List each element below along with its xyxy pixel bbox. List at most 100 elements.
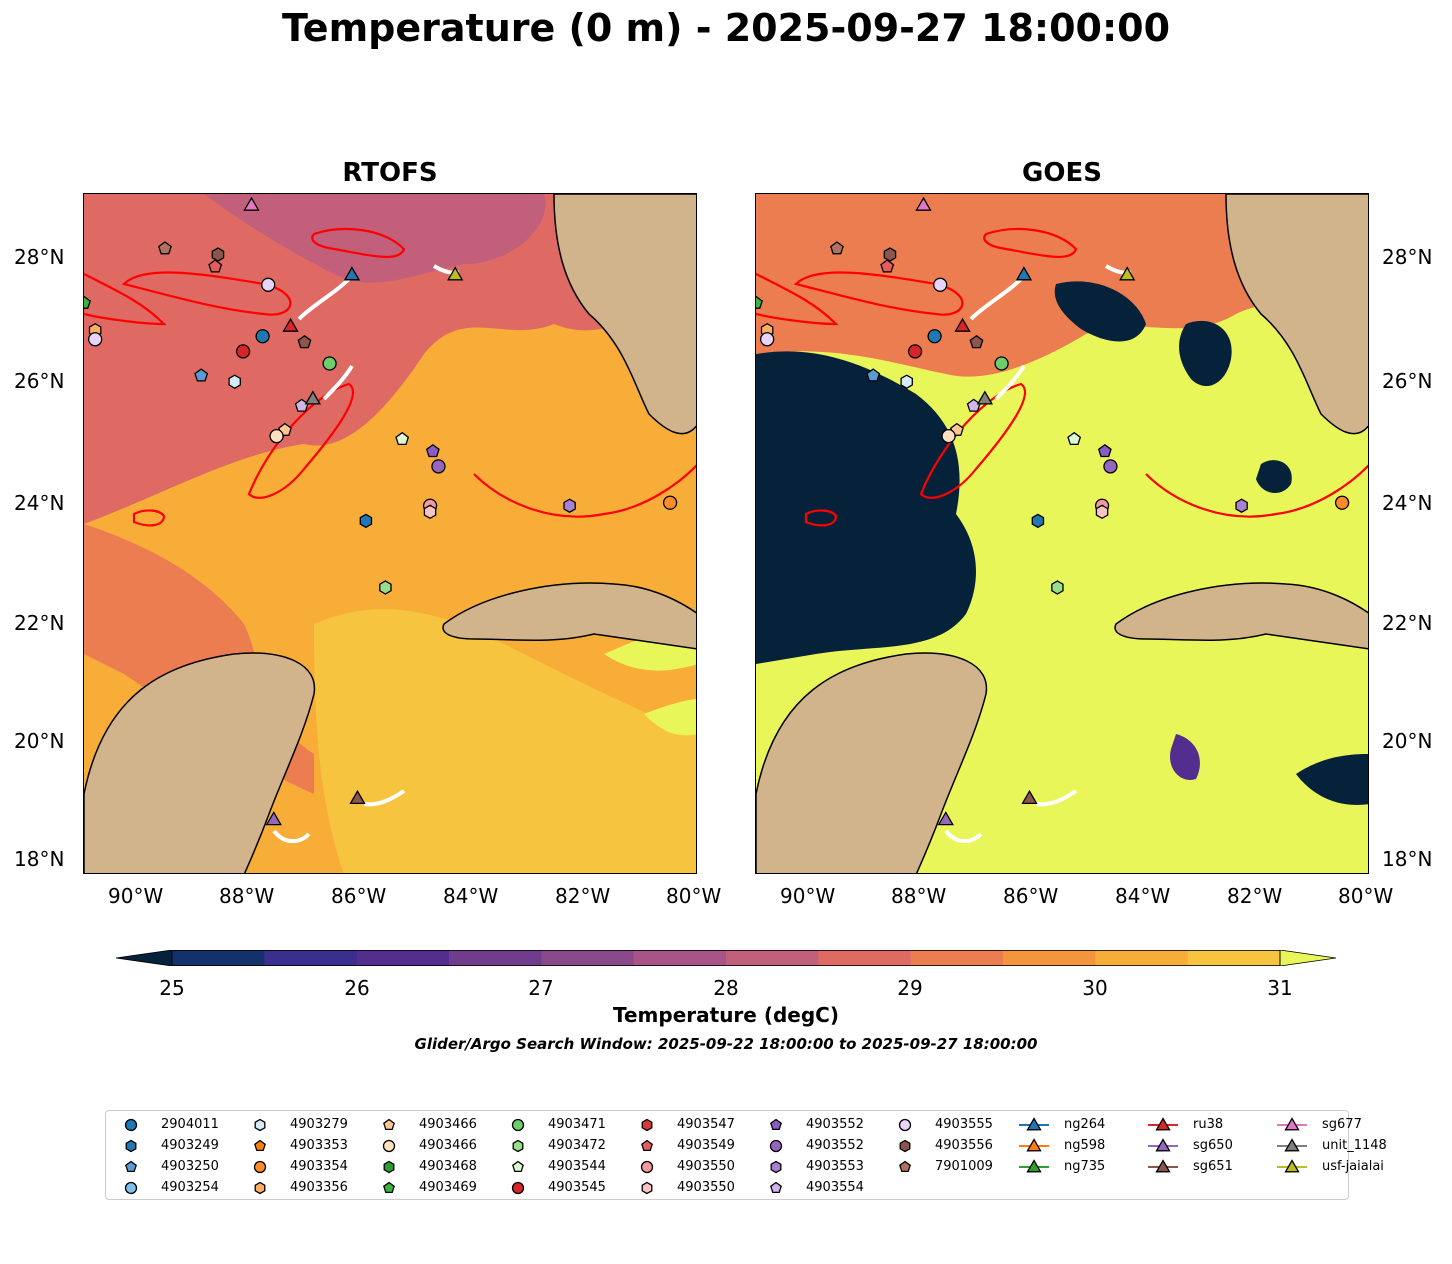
land-yucatan: [84, 652, 316, 873]
contour-2: [983, 227, 1078, 259]
legend-marker: [125, 1139, 137, 1153]
legend-swatch: [1277, 1138, 1307, 1152]
map-marker-4903472: [1051, 580, 1064, 595]
legend-label: 7901009: [935, 1159, 993, 1174]
y-tick-label: 28°N: [1382, 245, 1433, 269]
legend-label: 4903556: [935, 1138, 993, 1153]
legend-label: 4903356: [290, 1180, 348, 1195]
legend-label: 4903547: [677, 1117, 735, 1132]
map-marker-4903544: [1067, 431, 1082, 446]
legend-swatch: [382, 1139, 396, 1153]
x-tick-label: 90°W: [780, 884, 836, 908]
map-marker-sg650: [265, 811, 282, 826]
legend-swatch: [899, 1160, 911, 1173]
cold-cloud-mask-west: [756, 351, 976, 664]
colorbar-tick-label: 29: [897, 976, 923, 1000]
legend-label: 4903545: [548, 1180, 606, 1195]
map-marker-2904011: [255, 329, 270, 344]
map-marker-unit_1148: [976, 390, 994, 405]
legend-label: 4903250: [161, 1159, 219, 1174]
legend-label: 4903550: [677, 1180, 735, 1195]
map-marker-4903550: [423, 504, 437, 520]
map-marker-4903553: [563, 498, 576, 513]
land-florida: [1225, 194, 1368, 435]
map-marker-4903471: [322, 356, 337, 371]
map-markers-goes: [756, 196, 1350, 826]
colorbar-frame: [171, 950, 1281, 966]
map-marker-7901009: [297, 334, 312, 349]
map-marker-ru38: [282, 317, 299, 332]
map-marker-4903466: [269, 428, 284, 444]
map-marker-ng264: [343, 266, 361, 281]
map-marker-4903354: [1334, 495, 1350, 510]
y-tick-label: 24°N: [1382, 491, 1433, 515]
colorbar-cell: [633, 950, 727, 966]
legend-label: ng264: [1064, 1117, 1106, 1132]
legend-swatch: [641, 1139, 653, 1152]
legend-label: 4903471: [548, 1117, 606, 1132]
map-marker-4903466: [941, 428, 956, 444]
legend-marker: [899, 1160, 911, 1173]
glider-track-1: [297, 277, 351, 321]
legend-swatch: [124, 1118, 138, 1132]
map-marker-4903553: [1235, 498, 1248, 513]
legend-label: 4903354: [290, 1159, 348, 1174]
cold-cloud-mask-south-2: [1296, 754, 1368, 805]
map-marker-4903250: [866, 368, 881, 382]
colorbar-cells: [116, 950, 1336, 966]
legend-marker: [254, 1118, 266, 1132]
legend-label: sg650: [1193, 1138, 1233, 1153]
cold-cloud-mask-north: [1054, 281, 1146, 342]
glider-track-4: [272, 829, 311, 844]
legend-swatch: [1148, 1117, 1178, 1131]
legend-marker: [511, 1181, 525, 1195]
y-tick-label: 18°N: [1382, 847, 1433, 871]
map-markers-rtofs: [84, 196, 678, 826]
temp-band-31-b: [644, 699, 696, 736]
y-tick-label: 18°N: [14, 847, 65, 871]
temp-band-29: [84, 194, 696, 524]
legend-label: usf-jaialai: [1322, 1159, 1384, 1174]
legend-label: 4903555: [935, 1117, 993, 1132]
x-tick-label: 90°W: [108, 884, 164, 908]
x-tick-label: 82°W: [1227, 884, 1283, 908]
colorbar-extend-high: [1279, 950, 1336, 966]
legend-label: ru38: [1193, 1117, 1224, 1132]
legend-swatch: [254, 1139, 266, 1152]
panel-title-rtofs: RTOFS: [342, 158, 438, 188]
map-marker-4903555: [88, 332, 103, 347]
contour-6: [804, 509, 838, 527]
y-tick-label: 26°N: [1382, 369, 1433, 393]
cold-cloud-mask-central: [1179, 320, 1232, 387]
legend-swatch: [383, 1160, 395, 1174]
legend-label: unit_1148: [1322, 1138, 1387, 1153]
legend-swatch: [511, 1181, 525, 1195]
map-marker-4903544: [395, 431, 410, 446]
legend-marker: [512, 1139, 524, 1153]
y-tick-label: 22°N: [14, 611, 65, 635]
y-tick-label: 20°N: [14, 729, 65, 753]
legend-swatch: [511, 1118, 525, 1132]
colorbar-tick-label: 27: [528, 976, 554, 1000]
legend-label: 4903466: [419, 1117, 477, 1132]
legend-label: 4903249: [161, 1138, 219, 1153]
map-marker-ng264: [1015, 266, 1033, 281]
map-marker-4903249: [359, 513, 373, 529]
legend: 2904011 4903249 4903250 4903254 4903279 49033…: [105, 1110, 1387, 1200]
colorbar-cell: [449, 950, 542, 966]
legend-label: 4903279: [290, 1117, 348, 1132]
map-marker-4903279: [228, 374, 241, 389]
x-tick-label: 84°W: [1115, 884, 1171, 908]
legend-swatch: [641, 1118, 653, 1132]
map-marker-4903552: [1103, 459, 1118, 474]
contour-5: [84, 273, 167, 326]
contour-4: [473, 464, 696, 518]
legend-label: 4903554: [806, 1180, 864, 1195]
legend-marker: [254, 1139, 266, 1152]
map-marker-7901009: [969, 334, 984, 349]
legend-marker: [383, 1118, 395, 1131]
legend-swatch: [512, 1160, 524, 1173]
legend-label: 2904011: [161, 1117, 219, 1132]
legend-marker: [124, 1118, 138, 1132]
map-marker-4903555: [760, 332, 775, 347]
